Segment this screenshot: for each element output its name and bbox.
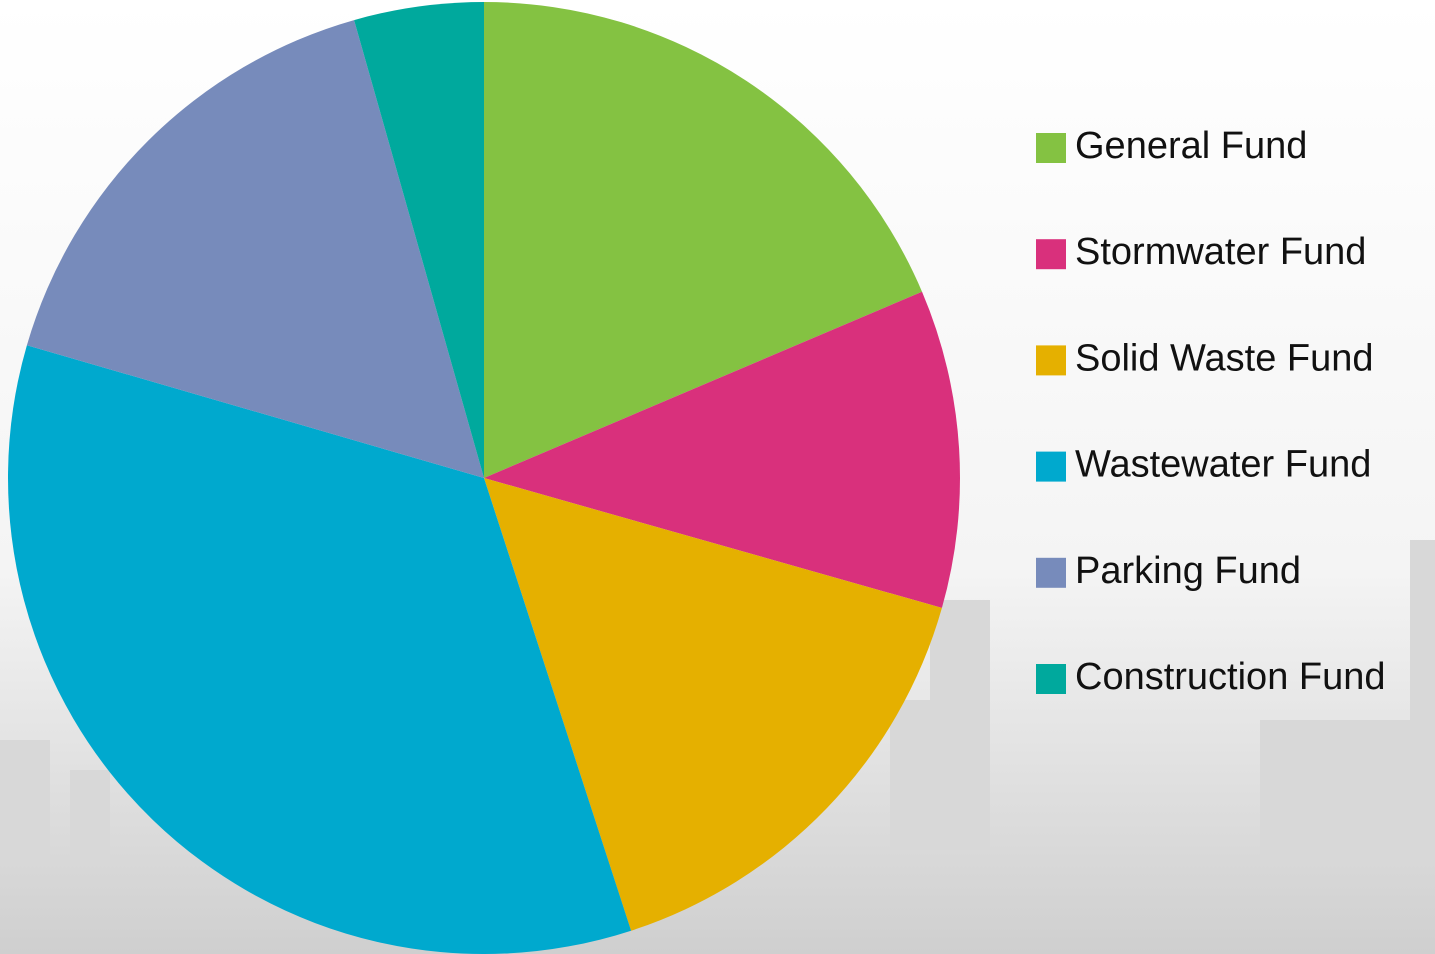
page: General Fund Stormwater Fund Solid Waste F… (0, 0, 1435, 954)
legend-label: Parking Fund (1075, 550, 1301, 592)
legend-label: Construction Fund (1075, 656, 1386, 698)
pie (8, 2, 960, 954)
legend-label: Solid Waste Fund (1075, 337, 1374, 379)
legend-swatch (1036, 664, 1066, 694)
legend-swatch (1036, 345, 1066, 375)
legend-label: General Fund (1075, 125, 1307, 167)
chart: General Fund Stormwater Fund Solid Waste F… (0, 0, 1435, 954)
legend-swatch (1036, 133, 1066, 163)
legend-swatch (1036, 452, 1066, 482)
legend-label: Wastewater Fund (1075, 444, 1371, 486)
legend-label: Stormwater Fund (1075, 231, 1366, 273)
legend-swatch (1036, 558, 1066, 588)
legend-swatch (1036, 239, 1066, 269)
